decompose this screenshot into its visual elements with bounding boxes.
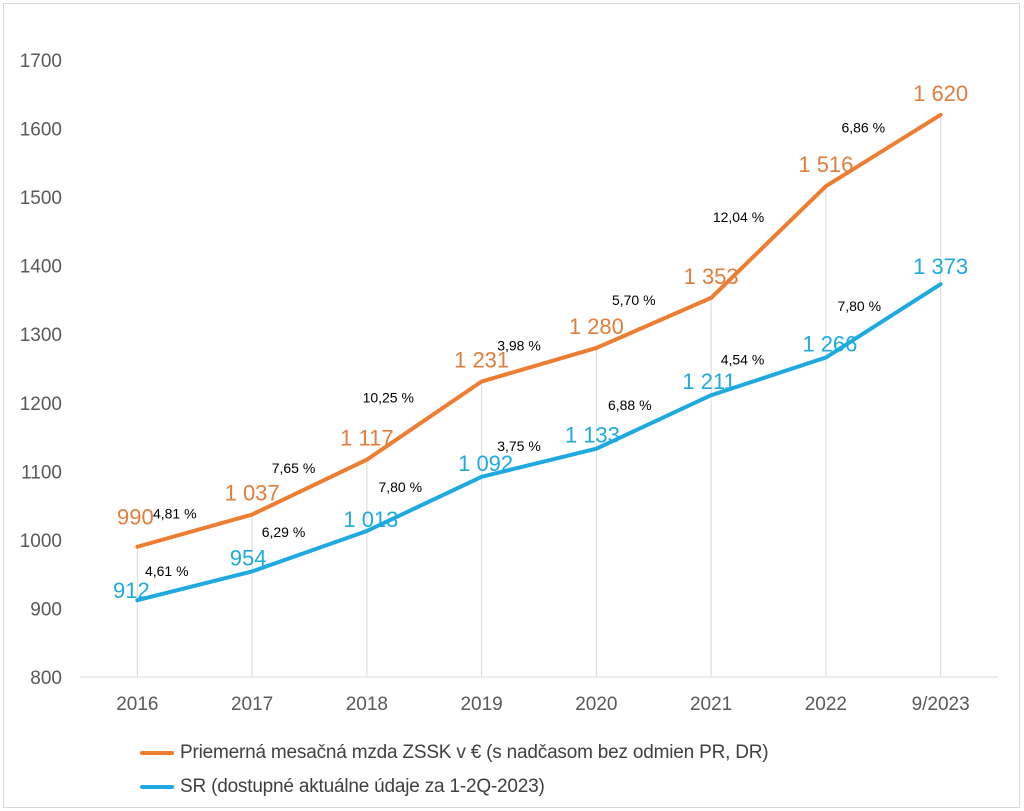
value-label-sr: 1 373 — [913, 254, 968, 279]
growth-label-sr: 6,88 % — [608, 397, 652, 413]
y-tick-label: 800 — [30, 668, 62, 689]
growth-label-zssk: 5,70 % — [612, 292, 656, 308]
y-tick-label: 1200 — [20, 394, 62, 415]
x-tick-label: 2022 — [805, 694, 847, 715]
growth-label-sr: 4,61 % — [145, 563, 189, 579]
value-label-sr: 1 211 — [682, 369, 735, 394]
legend-swatch-zssk — [140, 751, 174, 755]
series-line-zssk — [135, 112, 943, 549]
value-label-sr: 1 266 — [802, 332, 857, 357]
value-label-zssk: 1 620 — [913, 81, 968, 106]
growth-label-zssk: 7,65 % — [272, 460, 316, 476]
x-tick-label: 2016 — [116, 694, 158, 715]
legend-label-sr: SR (dostupné aktuálne údaje za 1-2Q-2023… — [180, 776, 545, 797]
value-label-sr: 1 013 — [343, 507, 398, 532]
value-label-zssk: 990 — [117, 505, 154, 530]
y-tick-label: 1300 — [20, 325, 62, 346]
y-tick-label: 1600 — [20, 120, 62, 141]
series-line-sr — [135, 282, 943, 603]
growth-label-sr: 7,80 % — [837, 298, 881, 314]
x-tick-label: 9/2023 — [912, 694, 970, 715]
growth-label-zssk: 12,04 % — [713, 209, 764, 225]
legend-swatch-sr — [140, 785, 174, 789]
x-tick-label: 2019 — [460, 694, 502, 715]
x-tick-label: 2017 — [231, 694, 273, 715]
y-tick-label: 1700 — [20, 51, 62, 72]
x-tick-label: 2018 — [346, 694, 388, 715]
growth-label-sr: 3,75 % — [497, 438, 541, 454]
growth-label-sr: 4,54 % — [721, 351, 765, 367]
value-label-zssk: 1 037 — [225, 481, 280, 506]
y-tick-label: 1400 — [20, 257, 62, 278]
value-label-zssk: 1 516 — [798, 152, 853, 177]
x-tick-label: 2020 — [575, 694, 617, 715]
legend-label-zssk: Priemerná mesačná mzda ZSSK v € (s nadča… — [180, 742, 769, 763]
legend-item-sr: SR (dostupné aktuálne údaje za 1-2Q-2023… — [140, 770, 768, 804]
legend: Priemerná mesačná mzda ZSSK v € (s nadča… — [140, 736, 769, 804]
value-label-zssk: 1 231 — [454, 348, 509, 373]
growth-label-zssk: 4,81 % — [153, 506, 197, 522]
growth-label-zssk: 6,86 % — [841, 119, 885, 135]
y-tick-label: 900 — [30, 599, 62, 620]
value-label-sr: 954 — [230, 545, 267, 570]
growth-label-zssk: 10,25 % — [363, 390, 414, 406]
value-label-sr: 912 — [113, 578, 150, 603]
y-tick-label: 1000 — [20, 531, 62, 552]
growth-label-sr: 6,29 % — [262, 524, 306, 540]
value-label-sr: 1 133 — [565, 423, 620, 448]
value-label-sr: 1 092 — [458, 451, 513, 476]
y-tick-label: 1500 — [20, 188, 62, 209]
value-label-zssk: 1 280 — [569, 314, 624, 339]
value-label-zssk: 1 353 — [684, 264, 739, 289]
legend-item-zssk: Priemerná mesačná mzda ZSSK v € (s nadča… — [140, 736, 769, 770]
value-label-zssk: 1 117 — [340, 426, 393, 451]
x-tick-label: 2021 — [690, 694, 732, 715]
chart-frame — [3, 3, 1020, 808]
growth-label-zssk: 3,98 % — [497, 338, 541, 354]
growth-label-sr: 7,80 % — [378, 479, 422, 495]
y-tick-label: 1100 — [21, 462, 62, 483]
